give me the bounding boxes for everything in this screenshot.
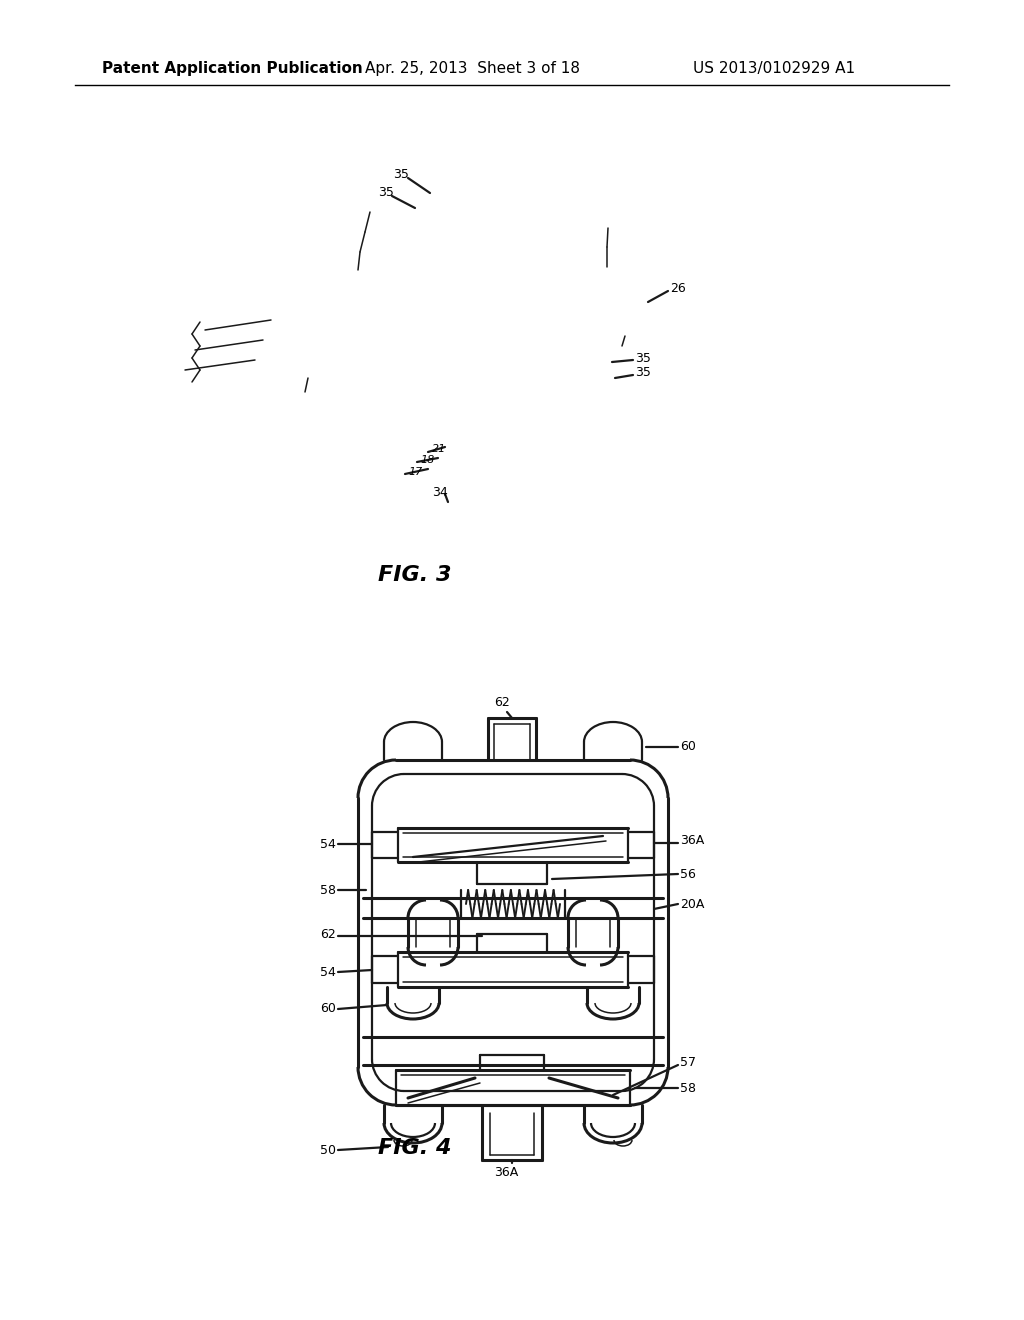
Text: 36A: 36A [494,1167,518,1180]
Text: 17: 17 [408,467,422,477]
Text: 56: 56 [680,867,696,880]
Text: 60: 60 [680,739,696,752]
Text: 54: 54 [319,965,336,978]
Text: 36A: 36A [680,833,705,846]
Text: 58: 58 [319,883,336,896]
Text: 18: 18 [420,455,434,465]
Text: 35: 35 [393,169,409,181]
Text: Apr. 25, 2013  Sheet 3 of 18: Apr. 25, 2013 Sheet 3 of 18 [365,61,580,75]
Text: 35: 35 [635,367,651,380]
Text: 57: 57 [680,1056,696,1068]
Text: 60: 60 [319,1002,336,1015]
Text: 50: 50 [319,1143,336,1156]
Text: 34: 34 [432,486,447,499]
Text: 62: 62 [494,696,510,709]
Text: 58: 58 [680,1081,696,1094]
Text: 54: 54 [319,837,336,850]
Text: 21: 21 [432,444,446,454]
Text: 62: 62 [319,928,336,940]
Text: 35: 35 [378,186,394,199]
Text: US 2013/0102929 A1: US 2013/0102929 A1 [693,61,855,75]
Text: Patent Application Publication: Patent Application Publication [102,61,362,75]
Text: 20A: 20A [680,898,705,911]
Text: FIG. 3: FIG. 3 [378,565,452,585]
Text: 26: 26 [670,281,686,294]
Text: FIG. 4: FIG. 4 [378,1138,452,1158]
Text: 35: 35 [635,351,651,364]
